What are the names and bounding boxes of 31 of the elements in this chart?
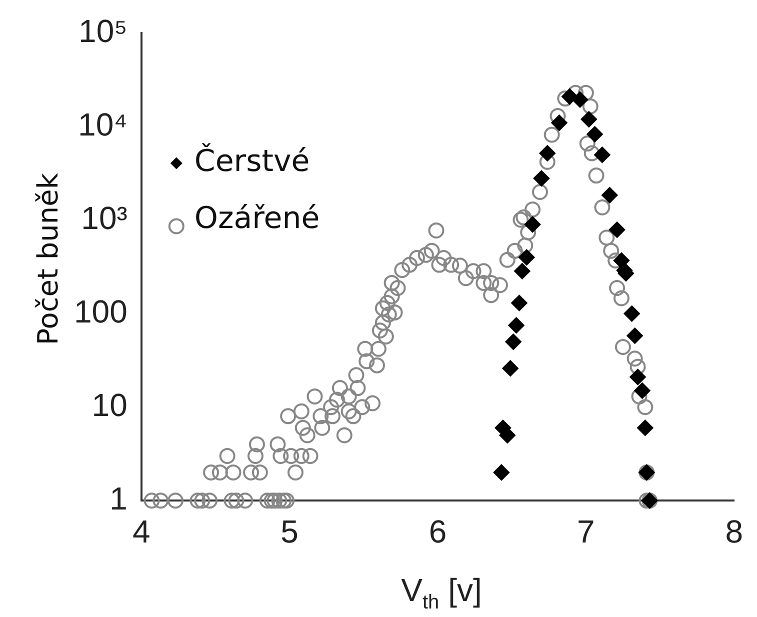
y-tick-label: 1 bbox=[110, 480, 128, 516]
x-tick-label: 7 bbox=[577, 514, 595, 550]
x-axis-title: V$_{th}$ [v] bbox=[400, 572, 483, 614]
point bbox=[602, 187, 618, 204]
legend-label: Čerstvé bbox=[194, 142, 310, 179]
x-tick-label: 6 bbox=[428, 514, 447, 550]
point bbox=[626, 328, 643, 344]
y-tick-label: 10⁴ bbox=[78, 106, 128, 143]
point bbox=[493, 464, 510, 480]
point bbox=[505, 334, 522, 350]
y-tick-label: 100 bbox=[74, 293, 128, 330]
point bbox=[508, 317, 524, 334]
point bbox=[609, 222, 626, 238]
x-tick-label: 4 bbox=[132, 514, 150, 550]
x-tick-label: 5 bbox=[280, 514, 298, 550]
point bbox=[499, 427, 516, 444]
point bbox=[580, 111, 597, 128]
point bbox=[586, 126, 603, 142]
point bbox=[637, 420, 654, 436]
point bbox=[533, 170, 550, 186]
point bbox=[511, 294, 528, 311]
y-tick-label: 10 bbox=[92, 386, 128, 423]
y-tick-label: 10³ bbox=[81, 200, 128, 236]
legend-label: Ozářené bbox=[194, 200, 320, 236]
y-tick-label: 10⁵ bbox=[78, 13, 128, 50]
point bbox=[514, 263, 530, 280]
y-axis-title: Počet buněk bbox=[32, 172, 64, 346]
x-tick-label: 8 bbox=[725, 514, 743, 550]
point bbox=[518, 249, 535, 266]
point bbox=[502, 360, 518, 376]
point bbox=[624, 306, 640, 322]
